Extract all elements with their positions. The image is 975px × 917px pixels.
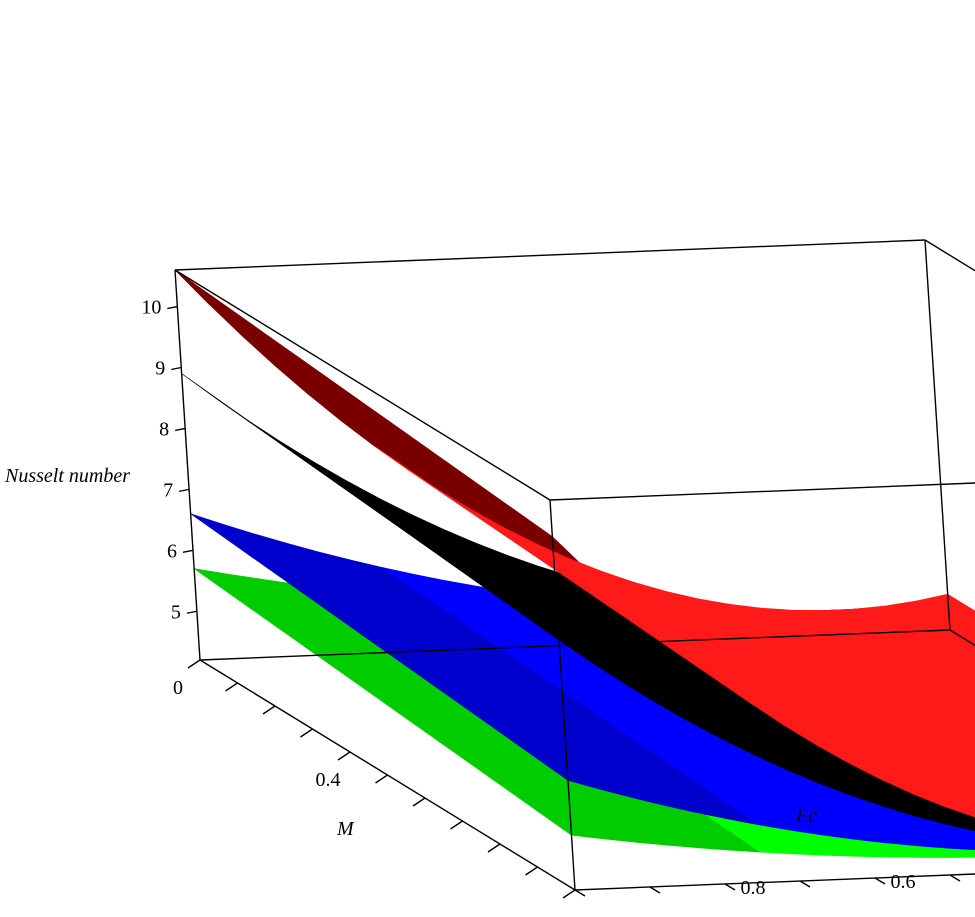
surface-patch [601,570,975,817]
z-tick-mark [186,610,198,614]
y-tick-mark [799,880,811,888]
z-tick-label: 8 [159,418,169,440]
x-tick-mark [262,705,276,715]
x-tick-mark [337,751,351,761]
surfaces-group [174,269,975,858]
box-edge [924,239,951,631]
z-axis-title: Nusselt number [4,465,130,487]
x-tick-mark [562,889,576,899]
x-tick-mark [450,820,463,830]
surface-patch [728,603,975,763]
z-tick-label: 10 [141,297,161,319]
y-tick-label: 0.8 [741,877,766,899]
box-edge [174,269,201,661]
x-tick-label: 0 [173,677,183,699]
box-edge [174,239,926,271]
z-tick-label: 7 [163,479,173,501]
z-tick-mark [182,549,194,553]
x-tick-mark [487,843,501,853]
surface-patch [569,558,975,818]
x-tick-mark [412,797,426,807]
surface-patch [760,607,975,745]
y-tick-mark [574,889,586,897]
x-tick-mark [225,682,238,692]
box-edge [549,499,576,891]
z-tick-mark [171,366,182,371]
y-tick-mark [724,883,736,891]
z-tick-label: 6 [167,540,177,562]
x-axis-title: M [336,818,355,840]
surface-patch [916,593,975,638]
surface-patch [697,598,975,778]
y-tick-mark [949,874,961,882]
box-edge [549,482,975,501]
surface-patch [791,609,975,727]
x-tick-mark [187,659,201,669]
y-tick-label: 0.6 [891,871,916,893]
y-axis-title: Ec [795,805,817,827]
box-edge [199,629,951,661]
z-tick-mark [175,427,186,432]
z-tick-label: 9 [155,358,165,380]
box-edge [174,269,551,501]
x-tick-mark [300,728,313,738]
x-tick-label: 0.4 [316,769,341,791]
x-tick-mark [375,774,388,784]
surface-patch [665,590,975,793]
surface-patch [174,269,586,570]
z-tick-mark [167,305,178,310]
surface-series [174,269,975,818]
surface-patch [853,605,975,685]
z-tick-label: 5 [171,601,181,623]
x-tick-mark [525,866,538,876]
y-tick-mark [649,886,661,894]
z-tick-mark [178,488,190,493]
surface-patch [633,581,975,806]
y-tick-mark [874,877,886,885]
